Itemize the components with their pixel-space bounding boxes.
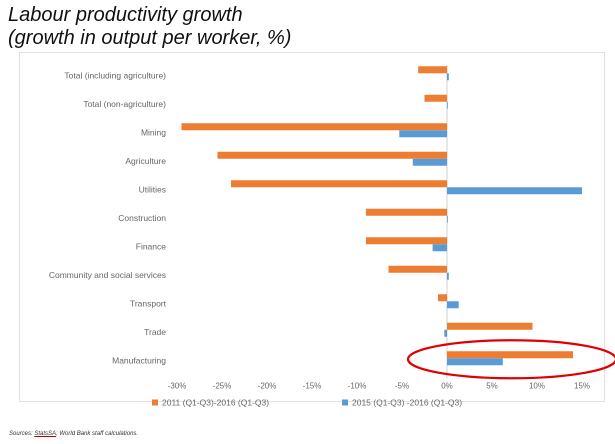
bar-series-2015: [447, 187, 582, 195]
highlight-ellipse: [406, 339, 615, 380]
x-tick-label: -20%: [258, 382, 277, 391]
bar-series-2015: [432, 244, 447, 252]
category-label: Utilities: [139, 184, 166, 194]
category-label: Community and social services: [49, 270, 166, 280]
bar-series-2015: [412, 158, 447, 166]
category-label: Transport: [130, 298, 167, 308]
x-tick-label: 5%: [486, 382, 498, 391]
bar-series-2011: [447, 322, 533, 330]
source-name: StatsSA: [34, 431, 57, 437]
legend-label: 2011 (Q1-Q3)-2016 (Q1-Q3): [162, 398, 269, 408]
bar-series-2015: [447, 272, 449, 280]
category-label: Agriculture: [125, 156, 166, 166]
bar-series-2011: [388, 265, 447, 273]
x-tick-label: 15%: [574, 382, 590, 391]
x-tick-label: -25%: [213, 382, 232, 391]
title-line-2: (growth in output per worker, %): [8, 27, 292, 49]
x-tick-label: 10%: [529, 382, 545, 391]
legend-label: 2015 (Q1-Q3) -2016 (Q1-Q3): [352, 398, 462, 408]
bar-series-2015: [447, 73, 449, 81]
category-label: Mining: [141, 127, 166, 137]
bar-series-2011: [231, 180, 447, 188]
bar-series-2015: [447, 301, 459, 309]
bar-series-2011: [181, 123, 447, 131]
bar-series-2015: [447, 215, 448, 223]
bar-series-2011: [447, 351, 573, 359]
chart-title: Labour productivity growth (growth in ou…: [8, 4, 291, 50]
x-tick-label: -5%: [395, 382, 409, 391]
bar-series-2011: [438, 294, 447, 302]
bar-series-2015: [444, 329, 447, 337]
title-line-1: Labour productivity growth: [8, 4, 243, 26]
category-label: Finance: [136, 241, 167, 251]
bar-series-2015: [399, 130, 447, 138]
bar-series-2011: [366, 208, 447, 216]
source-rest: ; World Bank staff calculations.: [56, 431, 139, 437]
bar-series-2015: [447, 101, 448, 109]
category-label: Manufacturing: [112, 355, 166, 365]
category-label: Construction: [118, 213, 166, 223]
chart-frame: [19, 52, 605, 402]
bar-series-2011: [424, 94, 447, 102]
x-tick-label: -10%: [348, 382, 367, 391]
category-label: Trade: [144, 327, 166, 337]
bar-series-2011: [217, 151, 447, 159]
bar-series-2011: [366, 237, 447, 245]
source-note: Sources: StatsSA; World Bank staff calcu…: [9, 431, 138, 437]
category-label: Total (including agriculture): [64, 70, 166, 80]
x-tick-label: 0%: [441, 382, 453, 391]
x-tick-label: -15%: [303, 382, 322, 391]
bar-series-2011: [418, 66, 447, 74]
legend-swatch: [342, 399, 348, 406]
bar-series-2015: [447, 358, 503, 366]
legend-swatch: [152, 399, 158, 406]
x-tick-label: -30%: [168, 382, 187, 391]
source-prefix: Sources:: [9, 431, 33, 437]
category-label: Total (non-agriculture): [83, 99, 166, 109]
